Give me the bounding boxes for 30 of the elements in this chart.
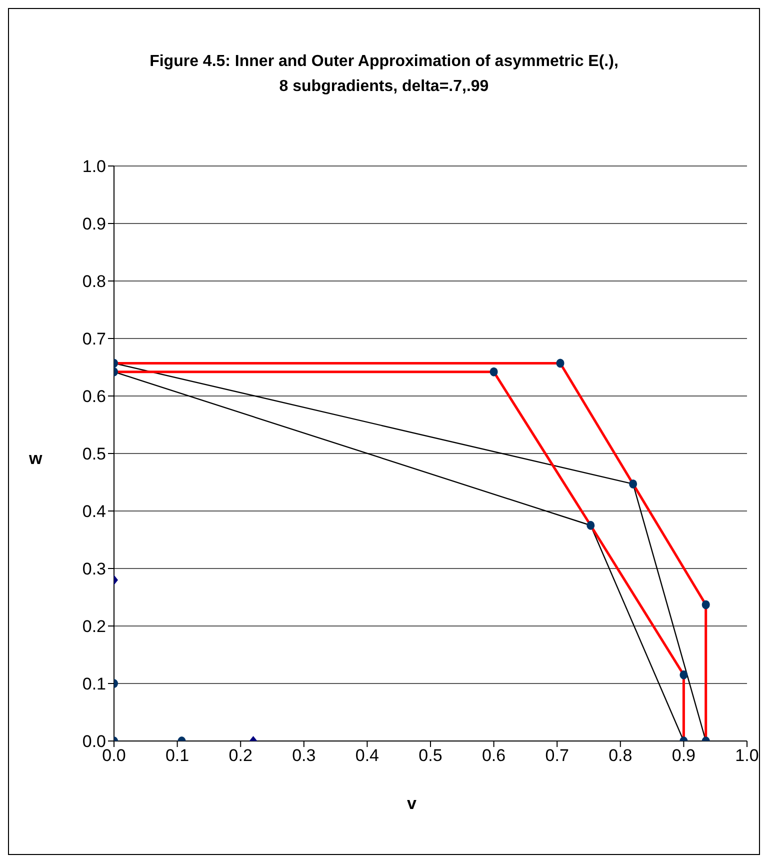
point: [556, 358, 564, 368]
point: [702, 600, 710, 610]
x-tick-label: 0.1: [165, 746, 190, 766]
x-tick-label: 0.6: [482, 746, 506, 766]
x-tick-label: 0.2: [228, 746, 252, 766]
y-tick-label: 0.1: [82, 674, 106, 694]
x-tick-label: 0.7: [545, 746, 569, 766]
y-tick-label: 0.3: [82, 560, 106, 579]
x-tick-label: 1.0: [735, 746, 759, 766]
x-tick-label: 0.3: [292, 746, 316, 766]
x-tick-label: 0.4: [355, 746, 380, 766]
x-tick-label: 0.9: [672, 746, 696, 766]
chart-title: Figure 4.5: Inner and Outer Approximation of asymmetric E(.), 8 subgradients, delta=.7,.99: [148, 52, 620, 97]
y-tick-label: 0.4: [82, 502, 106, 522]
point: [586, 520, 595, 530]
y-tick-label: 0.7: [82, 330, 106, 349]
y-tick-label: 0.2: [82, 617, 106, 636]
y-tick-label: 1.0: [82, 157, 106, 176]
x-tick-label: 0.5: [418, 746, 442, 766]
y-axis-title: w: [29, 449, 42, 469]
point: [680, 670, 688, 680]
x-axis-title: v: [407, 794, 416, 814]
y-tick-label: 0.9: [82, 214, 106, 234]
x-tick-label: 0.0: [102, 746, 126, 766]
point: [490, 367, 498, 376]
y-tick-label: 0.5: [82, 444, 106, 464]
point: [629, 479, 638, 488]
x-tick-label: 0.8: [608, 746, 632, 766]
y-tick-label: 0.8: [82, 272, 106, 292]
y-tick-label: 0.6: [82, 387, 106, 406]
